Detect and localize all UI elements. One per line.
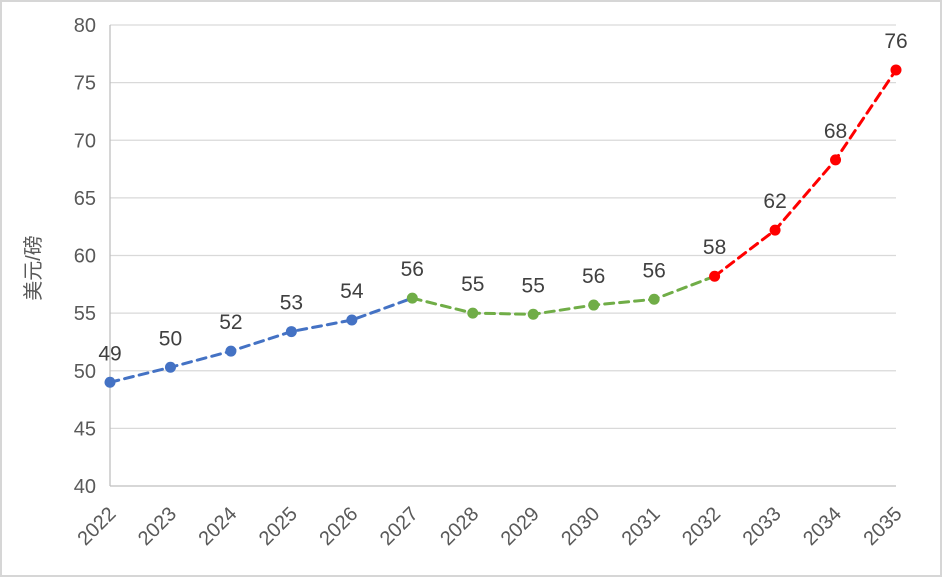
data-point-2033	[769, 224, 781, 236]
data-point-2025	[285, 326, 297, 338]
x-tick-label: 2023	[134, 503, 181, 550]
data-label-2032: 58	[703, 236, 726, 259]
data-label-2022: 49	[98, 342, 121, 365]
x-tick-label: 2031	[618, 503, 665, 550]
data-point-2034	[830, 154, 842, 166]
x-tick-label: 2024	[194, 503, 241, 550]
data-label-2030: 56	[582, 265, 605, 288]
data-point-2023	[164, 361, 176, 373]
x-tick-label: 2025	[255, 503, 302, 550]
x-tick-label: 2035	[860, 503, 907, 550]
data-label-2026: 54	[340, 280, 364, 303]
y-tick-label: 60	[74, 246, 96, 268]
data-label-2029: 55	[522, 274, 545, 297]
data-point-2027	[406, 292, 418, 304]
data-label-2035: 76	[884, 30, 907, 53]
y-tick-label: 75	[74, 73, 96, 95]
y-tick-label: 65	[74, 188, 96, 210]
y-tick-label: 50	[74, 361, 96, 383]
data-label-2024: 52	[219, 311, 242, 334]
data-label-2023: 50	[159, 327, 182, 350]
x-tick-label: 2026	[315, 503, 362, 550]
data-point-2022	[104, 376, 116, 388]
data-point-2028	[467, 307, 479, 319]
y-tick-label: 45	[74, 418, 96, 440]
y-tick-label: 80	[74, 15, 96, 37]
x-tick-label: 2029	[497, 503, 544, 550]
data-label-2027: 56	[401, 258, 424, 281]
y-tick-label: 70	[74, 130, 96, 152]
x-tick-label: 2032	[678, 503, 725, 550]
x-tick-label: 2033	[739, 503, 786, 550]
x-tick-label: 2030	[557, 503, 604, 550]
data-point-2026	[346, 314, 358, 326]
x-tick-label: 2034	[799, 503, 846, 550]
y-axis-title: 美元/磅	[22, 235, 45, 301]
y-tick-label: 40	[74, 476, 96, 498]
x-tick-label: 2028	[436, 503, 483, 550]
data-label-2034: 68	[824, 120, 847, 143]
data-label-2033: 62	[763, 190, 786, 213]
red-segment-line	[713, 68, 898, 278]
green-segment-line	[410, 274, 717, 316]
blue-segment-line	[108, 296, 414, 384]
data-point-2035	[890, 64, 902, 76]
data-point-2029	[527, 308, 539, 320]
y-tick-label: 55	[74, 303, 96, 325]
data-point-2031	[648, 293, 660, 305]
data-point-2032	[709, 270, 721, 282]
data-label-2031: 56	[642, 259, 665, 282]
x-tick-label: 2022	[74, 503, 121, 550]
data-point-2024	[225, 345, 237, 357]
data-point-2030	[588, 299, 600, 311]
data-label-2025: 53	[280, 292, 303, 315]
data-label-2028: 55	[461, 273, 484, 296]
x-tick-label: 2027	[376, 503, 423, 550]
